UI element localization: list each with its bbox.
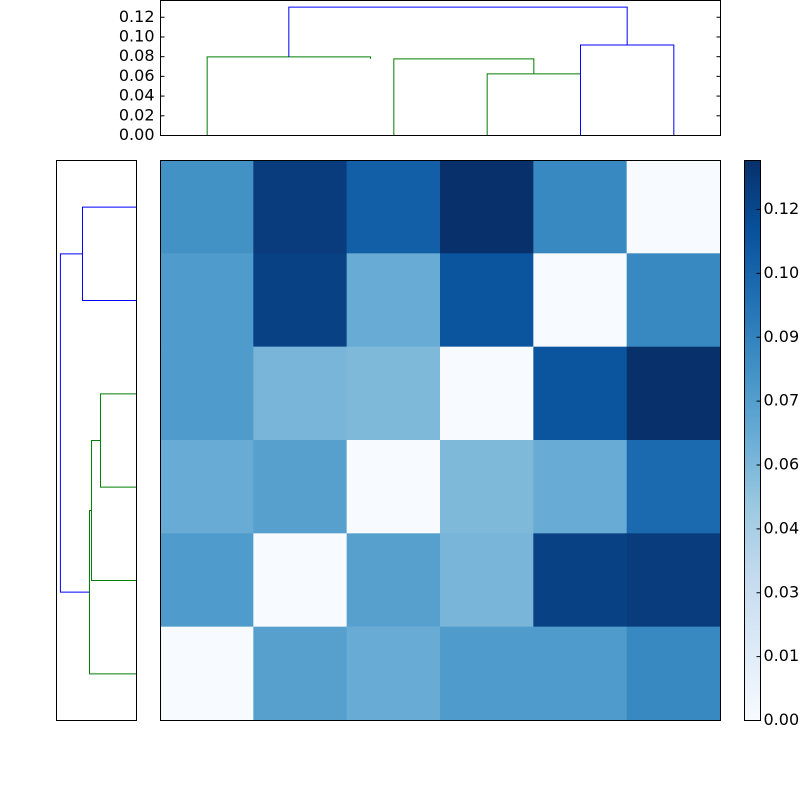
heatmap-cell	[253, 626, 347, 721]
heatmap-cell	[160, 253, 254, 347]
heatmap-cell	[253, 253, 347, 347]
heatmap-cell	[160, 626, 254, 721]
heatmap-cell	[626, 440, 721, 534]
colorbar-tick-label: 0.09	[764, 327, 800, 346]
heatmap-cell	[626, 346, 721, 441]
colorbar-tick-label: 0.06	[764, 455, 800, 474]
heatmap-cell	[440, 160, 534, 254]
heatmap-cell	[440, 626, 534, 721]
heatmap-cell	[346, 626, 441, 721]
colorbar-tick-label: 0.03	[764, 582, 800, 601]
heatmap-cell	[533, 440, 627, 534]
heatmap-cell	[253, 440, 347, 534]
heatmap-cell	[440, 440, 534, 534]
heatmap-frame	[160, 160, 721, 721]
dendrogram-link	[206, 56, 371, 136]
y-tick-label: 0.12	[119, 7, 155, 26]
heatmap-cell	[533, 626, 627, 721]
heatmap-cell	[253, 533, 347, 627]
heatmap-cell	[160, 440, 254, 534]
heatmap-cell	[626, 253, 721, 347]
heatmap-cell	[440, 533, 534, 627]
heatmap-cell	[626, 533, 721, 627]
heatmap-cell	[533, 346, 627, 441]
heatmap-cell	[160, 533, 254, 627]
heatmap-cell	[346, 440, 441, 534]
colorbar-tick-label: 0.10	[764, 263, 800, 282]
dendrogram-link	[580, 44, 675, 136]
y-tick-label: 0.00	[119, 125, 155, 144]
dendrogram-link	[393, 58, 535, 136]
heatmap-cell	[346, 160, 441, 254]
heatmap-cell	[160, 346, 254, 441]
dendrogram-link	[81, 206, 137, 301]
colorbar-tick-label: 0.00	[764, 710, 800, 729]
heatmap-cell	[160, 160, 254, 254]
heatmap-cell	[440, 346, 534, 441]
y-tick-label: 0.08	[119, 46, 155, 65]
heatmap-cell	[346, 346, 441, 441]
colorbar-tick-label: 0.07	[764, 391, 800, 410]
dendrogram-link	[486, 73, 581, 136]
heatmap-cell	[533, 253, 627, 347]
heatmap-cell	[626, 626, 721, 721]
colorbar-tick-label: 0.12	[764, 199, 800, 218]
heatmap-cell	[346, 253, 441, 347]
y-tick-label: 0.10	[119, 26, 155, 45]
heatmap-cell	[346, 533, 441, 627]
dendrogram-link	[59, 253, 90, 593]
heatmap-cell	[253, 160, 347, 254]
colorbar-tick-label: 0.01	[764, 646, 800, 665]
colorbar	[744, 160, 761, 721]
heatmap-cell	[626, 160, 721, 254]
dendrogram-link	[288, 6, 628, 57]
dendrogram-frame	[160, 0, 721, 136]
heatmap-cell	[440, 253, 534, 347]
heatmap-cell	[253, 346, 347, 441]
dendrogram-link	[99, 393, 137, 488]
y-tick-label: 0.02	[119, 105, 155, 124]
colorbar-tick-label: 0.04	[764, 518, 800, 537]
y-tick-label: 0.06	[119, 66, 155, 85]
dendrogram-frame	[56, 160, 137, 721]
dendrogram-link	[88, 510, 137, 675]
y-tick-label: 0.04	[119, 86, 155, 105]
heatmap-cell	[533, 160, 627, 254]
dendrogram-link	[91, 440, 137, 581]
heatmap-cell	[533, 533, 627, 627]
